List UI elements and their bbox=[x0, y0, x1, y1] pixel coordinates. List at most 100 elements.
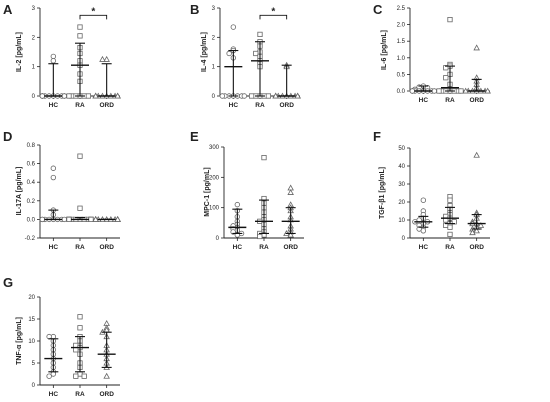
y-tick-label: 0 bbox=[32, 383, 36, 389]
data-point-ra bbox=[66, 216, 72, 222]
data-point-ra bbox=[257, 233, 263, 240]
panel-b-ylabel: IL-4 [pg/mL] bbox=[201, 32, 208, 72]
data-point-ord bbox=[462, 87, 469, 94]
y-tick-label: 3 bbox=[212, 6, 216, 12]
x-tick-label: ORD bbox=[469, 244, 484, 251]
x-tick-label: HC bbox=[419, 97, 429, 104]
data-point-ord bbox=[92, 215, 99, 222]
data-point-hc bbox=[50, 174, 57, 181]
data-point-hc bbox=[50, 53, 57, 60]
data-point-hc bbox=[420, 197, 427, 203]
data-point-ord bbox=[103, 55, 110, 62]
panel-b-letter: B bbox=[190, 2, 199, 17]
x-tick-label: RA bbox=[75, 102, 85, 109]
data-point-ra bbox=[248, 93, 255, 99]
y-tick-label: 0 bbox=[212, 94, 216, 100]
data-point-ord bbox=[99, 55, 106, 62]
significance-label: * bbox=[271, 6, 275, 17]
y-tick-label: 30 bbox=[398, 182, 405, 188]
y-tick-label: 200 bbox=[209, 175, 220, 181]
y-tick-label: 15 bbox=[28, 317, 35, 323]
y-tick-label: 2.5 bbox=[397, 6, 406, 12]
data-point-ra bbox=[77, 205, 83, 211]
x-tick-label: HC bbox=[233, 244, 243, 251]
data-point-ra bbox=[257, 31, 263, 38]
y-tick-label: 1 bbox=[212, 65, 216, 71]
data-point-hc bbox=[226, 50, 232, 57]
y-tick-label: 1.5 bbox=[397, 39, 406, 45]
data-point-hc bbox=[46, 333, 52, 340]
data-point-ord bbox=[469, 229, 476, 236]
data-point-ord bbox=[114, 215, 121, 222]
data-point-hc bbox=[61, 216, 68, 223]
data-point-hc bbox=[50, 58, 57, 64]
data-point-ra bbox=[66, 93, 72, 99]
data-point-ra bbox=[85, 93, 91, 99]
data-point-ra bbox=[253, 50, 259, 57]
panel-e-letter: E bbox=[190, 129, 199, 144]
data-point-ra bbox=[447, 17, 453, 23]
data-point-ord bbox=[473, 227, 480, 234]
panel-d-ylabel: IL-17A [pg/mL] bbox=[16, 167, 23, 216]
y-tick-label: 20 bbox=[28, 295, 35, 301]
y-tick-label: 0.4 bbox=[27, 180, 36, 186]
data-point-ra bbox=[443, 75, 449, 81]
data-point-ra bbox=[458, 88, 464, 94]
data-point-hc bbox=[230, 24, 237, 30]
y-tick-label: 0.0 bbox=[27, 217, 36, 223]
data-point-ord bbox=[484, 87, 491, 94]
panel-f-letter: F bbox=[373, 129, 381, 144]
data-point-ord bbox=[103, 372, 110, 379]
y-tick-label: 0 bbox=[216, 236, 220, 242]
panel-c-letter: C bbox=[373, 2, 383, 17]
y-tick-label: 2 bbox=[32, 35, 36, 41]
y-tick-label: 10 bbox=[398, 218, 405, 224]
y-tick-label: 0 bbox=[32, 94, 36, 100]
x-tick-label: HC bbox=[49, 391, 59, 398]
data-point-ra bbox=[77, 24, 83, 30]
data-point-ord bbox=[287, 189, 294, 195]
y-tick-label: 0.2 bbox=[27, 199, 36, 205]
y-tick-label: 10 bbox=[28, 339, 35, 345]
data-point-ord bbox=[287, 231, 294, 238]
data-point-hc bbox=[420, 228, 427, 234]
panel-a-letter: A bbox=[3, 2, 13, 17]
data-point-ra bbox=[77, 371, 83, 377]
y-tick-label: 50 bbox=[398, 146, 405, 152]
data-point-hc bbox=[431, 88, 438, 94]
y-tick-label: 3 bbox=[32, 6, 36, 12]
data-point-hc bbox=[50, 165, 57, 171]
x-tick-label: ORD bbox=[99, 391, 114, 398]
y-tick-label: 40 bbox=[398, 164, 405, 170]
data-point-ra bbox=[77, 325, 83, 331]
data-point-ra bbox=[81, 373, 87, 379]
y-tick-label: 20 bbox=[398, 200, 405, 206]
data-point-ra bbox=[447, 224, 453, 230]
data-point-ra bbox=[88, 216, 94, 222]
y-tick-label: 0 bbox=[402, 236, 406, 242]
panel-a-ylabel: IL-2 [pg/mL] bbox=[16, 32, 23, 72]
data-point-ord bbox=[114, 92, 121, 99]
data-point-hc bbox=[241, 93, 248, 99]
x-tick-label: RA bbox=[259, 244, 269, 251]
data-point-ord bbox=[92, 92, 99, 99]
x-tick-label: RA bbox=[445, 244, 455, 251]
panel-b: B IL-4 [pg/mL] 0 1 2 3 HC RA ORD * bbox=[190, 2, 301, 109]
x-tick-label: RA bbox=[255, 102, 265, 109]
data-point-ord bbox=[294, 92, 301, 99]
panel-f: F TGF-β1 [pg/mL] 0 10 20 30 40 50 HC RA ORD bbox=[373, 129, 490, 251]
panel-d: D IL-17A [pg/mL] -0.2 0.0 0.2 0.4 0.6 0.8 HC RA… bbox=[3, 129, 121, 251]
data-point-ra bbox=[73, 373, 79, 379]
data-point-ra bbox=[447, 197, 453, 203]
panel-e: E MPC-1 [pg/mL] 0 100 200 300 HC RA ORD bbox=[190, 129, 304, 251]
data-point-ord bbox=[477, 221, 485, 228]
panel-g-ylabel: TNF-α [pg/mL] bbox=[16, 317, 23, 365]
data-point-ra bbox=[447, 231, 453, 237]
panel-d-letter: D bbox=[3, 129, 12, 144]
data-point-ord bbox=[272, 92, 279, 99]
data-point-hc bbox=[39, 93, 46, 99]
x-tick-label: RA bbox=[445, 97, 455, 104]
data-point-hc bbox=[234, 201, 241, 208]
y-tick-label: 300 bbox=[209, 145, 220, 151]
panel-a: A IL-2 [pg/mL] 0 1 2 3 HC RA ORD * bbox=[3, 2, 121, 109]
